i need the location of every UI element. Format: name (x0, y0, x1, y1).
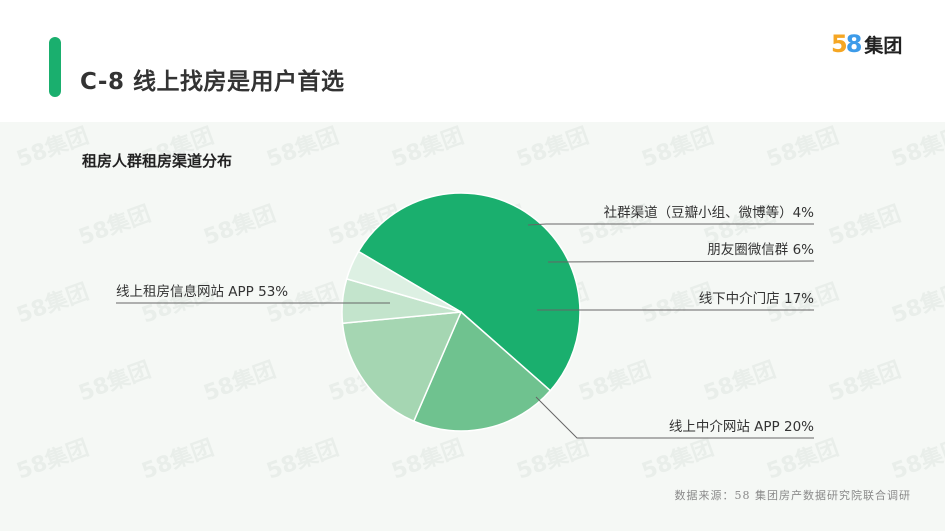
logo-digit-5: 5 (831, 30, 848, 58)
data-source-note: 数据来源：58 集团房产数据研究院联合调研 (674, 489, 911, 502)
page-header: C-8 线上找房是用户首选 58 集团 (0, 0, 945, 122)
accent-bar (49, 37, 61, 97)
slice-label: 线上租房信息网站 APP 53% (116, 283, 288, 300)
leader-line (547, 260, 815, 263)
chart-title: 租房人群租房渠道分布 (82, 152, 233, 170)
brand-logo: 58 集团 (831, 30, 902, 58)
page-title: C-8 线上找房是用户首选 (80, 69, 345, 95)
logo-text: 集团 (864, 35, 903, 57)
slice-label: 线上中介网站 APP 20% (669, 419, 814, 435)
pie-slice (341, 311, 463, 423)
pie-slice (412, 310, 552, 432)
slice-label: 朋友圈微信群 6% (707, 242, 814, 258)
pie-slice (357, 192, 581, 392)
slice-label: 社群渠道（豆瓣小组、微博等）4% (604, 204, 815, 221)
logo-digit-8: 8 (845, 30, 863, 58)
pie-slice (345, 250, 462, 313)
leader-line (535, 396, 814, 439)
slice-label: 线下中介门店 17% (699, 291, 814, 307)
leader-line (527, 223, 814, 226)
